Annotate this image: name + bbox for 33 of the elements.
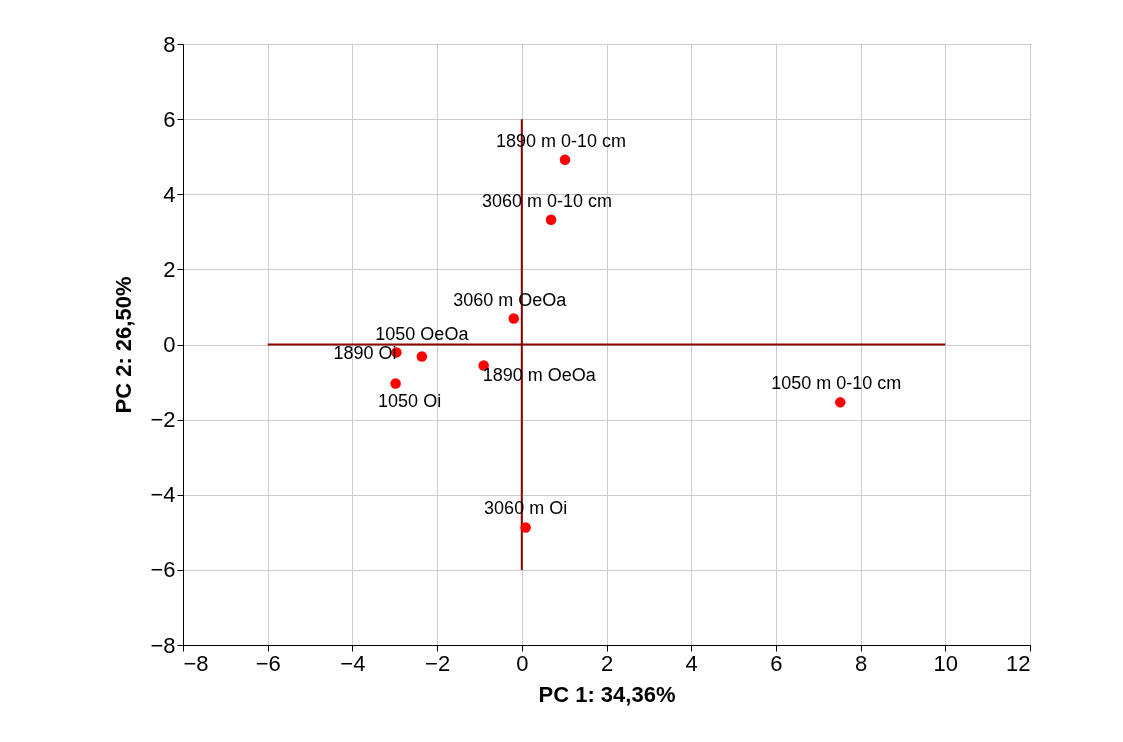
- annotation: 1050 Oi: [378, 390, 442, 411]
- point: [390, 378, 401, 389]
- x-tick-label: −2: [425, 650, 451, 676]
- x-tick-label: 6: [770, 650, 783, 676]
- y-tick-label: 6: [163, 106, 176, 132]
- x-tick-label: −8: [183, 650, 209, 676]
- x-tick-label: 12: [1006, 650, 1031, 676]
- y-tick-label: 2: [163, 256, 176, 282]
- x-tick-label: −4: [340, 650, 366, 676]
- y-tick-label: 8: [163, 31, 176, 57]
- annotation: 1050 m 0-10 cm: [771, 373, 902, 394]
- point: [835, 397, 846, 408]
- x-tick-label: 2: [600, 650, 614, 676]
- x-tick-label: −6: [255, 650, 281, 676]
- annotation: 1050 OeOa: [375, 323, 470, 344]
- y-tick-label: −6: [150, 557, 176, 583]
- point: [545, 214, 557, 226]
- point: [559, 154, 571, 165]
- point: [520, 522, 531, 533]
- x-tick-label: 8: [854, 650, 868, 676]
- point: [416, 351, 428, 362]
- x-axis-title: PC 1: 34,36%: [538, 681, 676, 707]
- y-tick-label: −2: [150, 407, 176, 433]
- annotation: 1890 Oi: [333, 343, 397, 364]
- y-tick-label: −8: [150, 632, 176, 658]
- y-tick-label: 4: [163, 181, 176, 207]
- x-tick-label: 0: [516, 650, 529, 676]
- y-axis-title: PC 2: 26,50%: [111, 276, 137, 414]
- x-tick-label: 4: [685, 650, 698, 676]
- x-tick-label: 10: [933, 650, 959, 676]
- y-tick-label: −4: [150, 482, 176, 508]
- y-tick-label: 0: [163, 332, 176, 357]
- point: [508, 313, 519, 324]
